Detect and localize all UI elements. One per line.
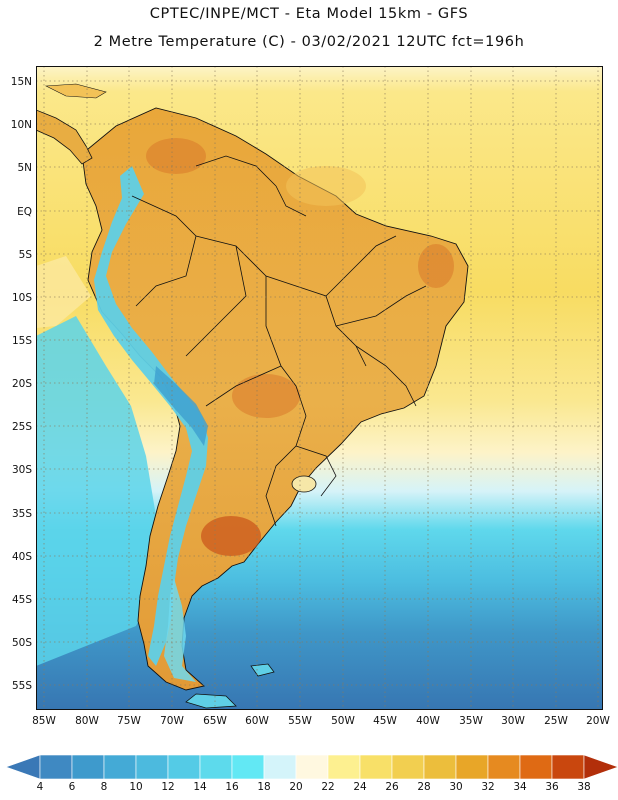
colorbar-cell <box>135 754 169 780</box>
temperature-map <box>36 66 603 710</box>
colorbar-tick-label: 36 <box>545 781 559 793</box>
lat-label: 55S <box>11 680 32 692</box>
colorbar-arrow-low <box>5 754 41 780</box>
tierra-del-fuego <box>185 693 237 709</box>
lon-label: 20W <box>586 715 610 727</box>
lon-label: 25W <box>544 715 568 727</box>
colorbar <box>5 754 618 780</box>
map-title: CPTEC/INPE/MCT - Eta Model 15km - GFS <box>149 6 469 22</box>
lon-label: 55W <box>288 715 312 727</box>
hot-spot-argentina <box>201 516 261 556</box>
lat-label: 30S <box>11 464 32 476</box>
graticule <box>36 66 603 710</box>
colorbar-tick-label: 6 <box>68 781 76 793</box>
colorbar-cell <box>199 754 233 780</box>
lat-label: 15N <box>10 76 32 88</box>
lat-label: 10S <box>11 292 32 304</box>
lon-label: 70W <box>160 715 184 727</box>
pacific-mild-water <box>36 256 91 328</box>
lat-label: 15S <box>11 335 32 347</box>
caribbean-island <box>44 83 107 99</box>
colorbar-cell <box>263 754 297 780</box>
colorbar-cell <box>519 754 553 780</box>
colorbar-cell <box>327 754 361 780</box>
lagoa-dos-patos <box>291 475 317 493</box>
colorbar-tick-label: 12 <box>161 781 175 793</box>
country-borders <box>131 155 427 527</box>
lon-label: 45W <box>373 715 397 727</box>
colorbar-tick-label: 14 <box>193 781 207 793</box>
map-frame <box>36 66 603 710</box>
colorbar-tick-label: 4 <box>36 781 44 793</box>
colorbar-cell <box>295 754 329 780</box>
lat-label: 35S <box>11 508 32 520</box>
lat-label: 10N <box>10 119 32 131</box>
lon-label: 85W <box>32 715 56 727</box>
colorbar-tick-label: 28 <box>417 781 431 793</box>
colorbar-tick-label: 20 <box>289 781 303 793</box>
lon-label: 60W <box>245 715 269 727</box>
lon-label: 65W <box>203 715 227 727</box>
colorbar-cell <box>39 754 73 780</box>
colorbar-cell <box>71 754 105 780</box>
hot-spot-chaco <box>232 374 300 418</box>
colorbar-tick-label: 16 <box>225 781 239 793</box>
colorbar-tick-label: 24 <box>353 781 367 793</box>
colorbar-tick-label: 38 <box>577 781 591 793</box>
colorbar-cell <box>231 754 265 780</box>
colorbar-cell <box>455 754 489 780</box>
lon-label: 40W <box>416 715 440 727</box>
falkland-islands <box>250 663 275 677</box>
map-subtitle: 2 Metre Temperature (C) - 03/02/2021 12U… <box>93 34 525 50</box>
lon-label: 75W <box>117 715 141 727</box>
lon-label: 80W <box>75 715 99 727</box>
lat-label: 25S <box>11 421 32 433</box>
colorbar-arrow-high <box>583 754 618 780</box>
colorbar-tick-label: 18 <box>257 781 271 793</box>
colorbar-tick-label: 32 <box>481 781 495 793</box>
lon-label: 35W <box>459 715 483 727</box>
lat-label: 45S <box>11 594 32 606</box>
lat-label: 5S <box>18 249 32 261</box>
colorbar-tick-label: 22 <box>321 781 335 793</box>
colorbar-tick-label: 30 <box>449 781 463 793</box>
colorbar-cell <box>423 754 457 780</box>
colorbar-cell <box>551 754 585 780</box>
hot-spot-north <box>146 138 206 174</box>
lon-label: 30W <box>501 715 525 727</box>
andes-cold-band <box>94 166 208 666</box>
colorbar-cell <box>391 754 425 780</box>
colorbar-tick-label: 8 <box>100 781 108 793</box>
mild-area-amazon <box>286 166 366 206</box>
lat-label: EQ <box>17 206 32 218</box>
colorbar-cell <box>359 754 393 780</box>
colorbar-tick-label: 10 <box>129 781 143 793</box>
lat-label: 5N <box>17 162 32 174</box>
colorbar-tick-label: 26 <box>385 781 399 793</box>
lat-label: 20S <box>11 378 32 390</box>
lon-label: 50W <box>331 715 355 727</box>
lat-label: 40S <box>11 551 32 563</box>
colorbar-cell <box>103 754 137 780</box>
colorbar-tick-label: 34 <box>513 781 527 793</box>
colorbar-cell <box>167 754 201 780</box>
hot-spot-northeast <box>418 244 454 288</box>
pacific-cool-water <box>36 316 156 666</box>
lat-label: 50S <box>11 637 32 649</box>
colorbar-cell <box>487 754 521 780</box>
